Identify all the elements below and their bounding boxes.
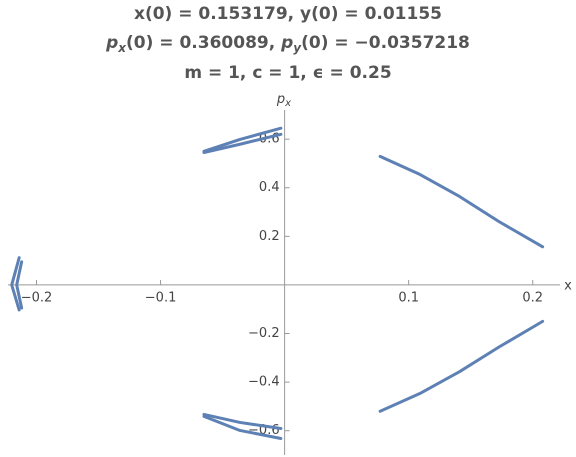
title-text: p: [105, 33, 118, 53]
y-label-sub: x: [284, 98, 291, 109]
title-text: x(0) = 0.153179, y(0) = 0.01155: [134, 4, 442, 24]
curve: [202, 412, 283, 431]
y-tick-label: −0.2: [248, 326, 280, 341]
y-tick-label: 0.2: [259, 229, 280, 244]
x-tick-label: −0.2: [21, 290, 53, 305]
title-text: (0) = 0.360089,: [126, 33, 281, 53]
curve: [378, 319, 545, 413]
title-text: (0) = −0.0357218: [301, 33, 470, 53]
curve: [378, 154, 545, 249]
curve: [202, 126, 283, 153]
title-text: m = 1, c = 1, ϵ = 0.25: [184, 63, 391, 83]
y-label-text: p: [276, 92, 285, 107]
y-tick-label: −0.4: [248, 375, 280, 390]
title-text: p: [280, 33, 293, 53]
x-tick-label: 0.1: [398, 290, 419, 305]
curve: [15, 260, 24, 310]
title-line: m = 1, c = 1, ϵ = 0.25: [184, 63, 391, 83]
y-axis-label: px: [276, 92, 291, 110]
title-line: x(0) = 0.153179, y(0) = 0.01155: [134, 4, 442, 24]
x-tick-label: −0.1: [145, 290, 177, 305]
x-tick-label: 0.2: [522, 290, 543, 305]
title-line: px(0) = 0.360089, py(0) = −0.0357218: [105, 33, 470, 55]
y-tick-label: 0.4: [259, 180, 280, 195]
title-sub: y: [293, 41, 302, 55]
x-axis-label: x: [564, 279, 572, 294]
curve: [202, 132, 283, 155]
curve: [10, 256, 21, 312]
title-sub: x: [117, 41, 127, 55]
curve: [202, 414, 283, 440]
